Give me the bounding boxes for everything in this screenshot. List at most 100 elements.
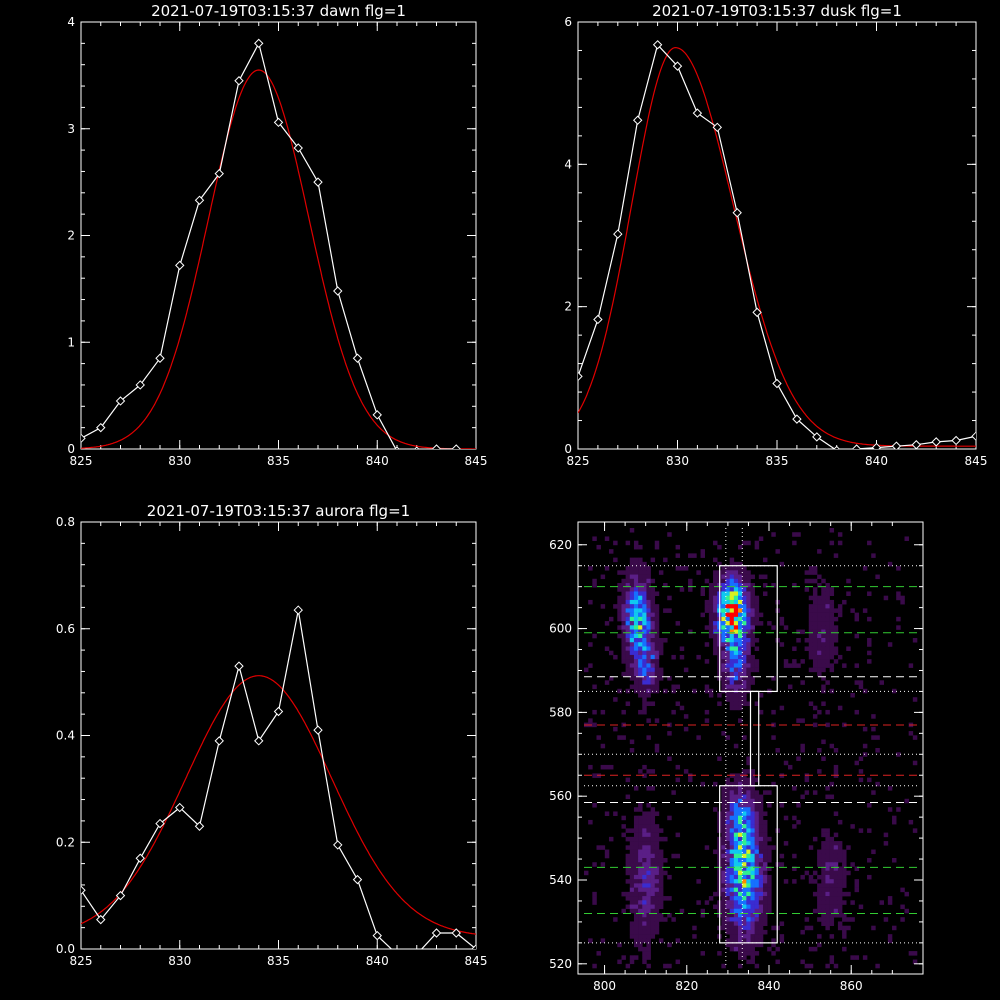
data-point <box>175 260 185 271</box>
data-line <box>81 41 457 449</box>
x-tick-label: 840 <box>865 454 888 468</box>
heatmap-cells <box>584 528 918 969</box>
y-tick-label: 4 <box>564 157 572 171</box>
y-tick-label: 620 <box>549 538 572 552</box>
dusk-spectrum-plot: 2021-07-19T03:15:37 dusk flg=1 825 830 835 8… <box>564 2 987 468</box>
x-tick-label: 840 <box>366 954 389 968</box>
data-point <box>951 435 961 446</box>
x-tick-label: 840 <box>366 454 389 468</box>
data-point <box>234 661 244 671</box>
x-tick-label: 845 <box>965 454 988 468</box>
data-point <box>293 605 303 615</box>
data-point <box>372 930 382 941</box>
data-point <box>96 422 106 433</box>
y-tick-label: 1 <box>67 335 75 349</box>
x-tick-label: 835 <box>267 454 290 468</box>
y-tick-label: 0.6 <box>56 622 75 636</box>
data-point <box>81 433 86 444</box>
x-tick-label: 830 <box>168 454 191 468</box>
y-tick-label: 6 <box>564 15 572 29</box>
data-point <box>772 378 782 389</box>
fit-curve <box>81 675 476 935</box>
data-point <box>254 38 264 49</box>
fit-curve <box>81 69 476 449</box>
data-point <box>214 736 224 746</box>
y-tick-label: 2 <box>67 229 75 243</box>
data-point <box>352 353 363 363</box>
data-point <box>578 371 583 382</box>
x-tick-label: 825 <box>70 954 93 968</box>
data-point <box>155 818 165 829</box>
data-point <box>692 108 703 118</box>
data-point <box>96 914 106 925</box>
data-point <box>394 446 400 449</box>
data-point <box>891 441 902 449</box>
data-point <box>333 840 343 850</box>
data-point <box>313 177 323 187</box>
data-point <box>214 168 224 179</box>
y-tick-label: 0.8 <box>56 515 75 529</box>
y-tick-label: 560 <box>549 789 572 803</box>
x-tick-label: 840 <box>758 979 781 993</box>
y-tick-label: 3 <box>67 122 75 136</box>
data-point <box>911 440 922 449</box>
data-point <box>712 122 723 133</box>
data-point <box>652 40 663 50</box>
data-point <box>672 61 683 71</box>
data-point <box>254 736 264 746</box>
y-tick-label: 2 <box>564 300 572 314</box>
data-point <box>414 446 420 449</box>
data-point <box>273 706 284 717</box>
y-tick-label: 4 <box>67 15 75 29</box>
plot-frame <box>577 521 924 975</box>
plot-area <box>81 605 476 949</box>
y-tick-label: 0.0 <box>56 942 75 956</box>
data-point <box>431 928 442 938</box>
y-tick-label: 600 <box>549 622 572 636</box>
y-tick-label: 0.2 <box>56 835 75 849</box>
data-point <box>792 414 802 424</box>
data-point <box>613 229 623 239</box>
data-point <box>931 437 941 447</box>
x-tick-label: 845 <box>465 454 488 468</box>
data-point <box>833 445 840 449</box>
data-point <box>352 874 363 885</box>
data-point <box>752 307 762 318</box>
data-point <box>155 353 165 363</box>
x-tick-label: 820 <box>675 979 698 993</box>
data-point <box>812 432 822 442</box>
y-tick-label: 0.4 <box>56 729 75 743</box>
data-point <box>234 76 244 86</box>
x-tick-label: 830 <box>666 454 689 468</box>
data-point <box>871 442 882 449</box>
data-point <box>115 396 126 406</box>
y-tick-label: 0 <box>67 442 75 456</box>
data-point <box>451 444 461 449</box>
y-tick-label: 520 <box>549 957 572 971</box>
data-point <box>194 195 205 205</box>
y-tick-label: 580 <box>549 705 572 719</box>
plot-area <box>81 38 476 449</box>
data-point <box>293 143 303 153</box>
data-point <box>135 853 145 863</box>
data-point <box>333 286 343 296</box>
data-point <box>451 928 461 938</box>
fit-curve <box>578 46 976 447</box>
data-point <box>273 117 284 128</box>
plot-area <box>578 40 976 449</box>
data-point <box>593 314 603 325</box>
x-tick-label: 830 <box>168 954 191 968</box>
x-tick-label: 835 <box>766 454 789 468</box>
aurora-spectrum-plot: 2021-07-19T03:15:37 aurora flg=1 825 830 83… <box>56 502 488 968</box>
data-point <box>971 431 976 441</box>
dawn-spectrum-plot: 2021-07-19T03:15:37 dawn flg=1 825 830 835 8… <box>67 2 487 468</box>
plot-title: 2021-07-19T03:15:37 dusk flg=1 <box>652 2 902 20</box>
y-tick-label: 540 <box>549 873 572 887</box>
data-point <box>471 944 476 949</box>
x-tick-label: 835 <box>267 954 290 968</box>
data-point <box>135 380 145 390</box>
x-tick-label: 825 <box>567 454 590 468</box>
data-point <box>632 115 643 125</box>
extraction-box <box>719 565 778 693</box>
